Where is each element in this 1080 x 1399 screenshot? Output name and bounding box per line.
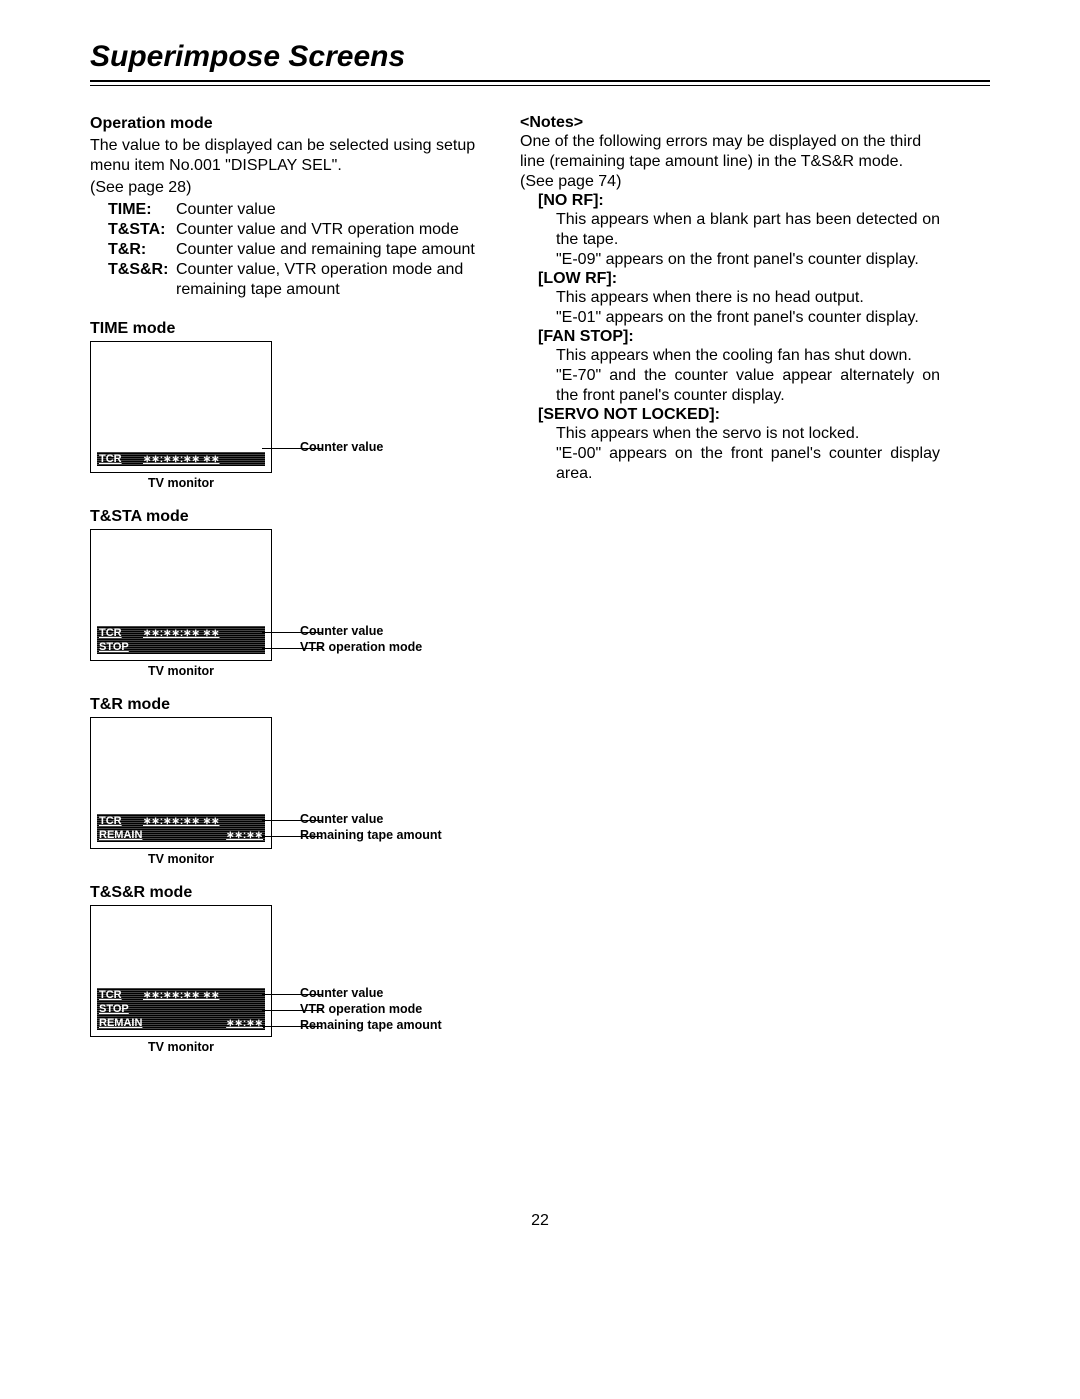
callouts: Counter value VTR operation mode [272,530,472,660]
callout-leader-line [262,994,322,995]
operation-mode-intro2: (See page 28) [90,178,490,198]
monitor-line-label: TCR [99,627,143,639]
tv-monitor-label: TV monitor [90,1040,272,1054]
tv-monitor-label: TV monitor [90,852,272,866]
definition-desc: Counter value [176,200,276,220]
monitor-line-label: REMAIN [99,829,151,841]
monitor-line-stop: STOP [97,1002,265,1016]
monitor-line-label: TCR [99,453,143,465]
error-heading: [NO RF]: [538,192,940,210]
definition-term: T&S&R: [108,260,176,300]
monitor-line-value: ∗∗:∗∗:∗∗ ∗∗ [143,990,219,1001]
callout-label: Remaining tape amount [300,1018,442,1032]
error-heading: [SERVO NOT LOCKED]: [538,406,940,424]
tv-monitor-diagram: TCR∗∗:∗∗:∗∗ ∗∗REMAIN∗∗:∗∗ [90,717,272,849]
error-body: This appears when the cooling fan has sh… [556,346,940,366]
callouts: Counter value [272,342,472,472]
mode-heading: T&R mode [90,696,490,714]
monitor-line-value: ∗∗:∗∗ [226,1018,263,1029]
monitor-line-remain: REMAIN ∗∗:∗∗ [97,828,265,842]
mode-heading: T&STA mode [90,508,490,526]
tv-monitor-diagram: TCR∗∗:∗∗:∗∗ ∗∗ STOP [90,529,272,661]
monitor-line-label: REMAIN [99,1017,151,1029]
monitor-line-value: ∗∗:∗∗:∗∗ ∗∗ [143,628,219,639]
title-rule [90,80,990,86]
definition-desc: Counter value, VTR operation mode and re… [176,260,490,300]
monitor-line-tcr: TCR∗∗:∗∗:∗∗ ∗∗ [97,452,265,466]
tv-monitor-label: TV monitor [90,664,272,678]
callout-label: Counter value [300,624,383,638]
tv-monitor-diagram: TCR∗∗:∗∗:∗∗ ∗∗ STOP REMAIN ∗∗:∗∗ [90,905,272,1037]
mode-heading: T&S&R mode [90,884,490,902]
monitor-wrap: TCR∗∗:∗∗:∗∗ ∗∗ STOP REMAIN ∗∗:∗∗ Counter va… [90,905,490,1054]
tv-monitor-diagram: TCR∗∗:∗∗:∗∗ ∗∗ [90,341,272,473]
callout-label: Counter value [300,986,383,1000]
definition-row: T&R:Counter value and remaining tape amo… [108,240,490,260]
monitor-line-remain: REMAIN ∗∗:∗∗ [97,1016,265,1030]
callout-leader-line [262,1026,322,1027]
monitor-line-stop: STOP [97,640,265,654]
error-heading: [FAN STOP]: [538,328,940,346]
notes-heading: <Notes> [520,114,940,132]
monitor-line-tcr: TCR∗∗:∗∗:∗∗ ∗∗ [97,626,265,640]
monitor-line-label: TCR [99,989,143,1001]
definition-row: T&S&R:Counter value, VTR operation mode … [108,260,490,300]
callout-label: VTR operation mode [300,640,422,654]
left-column: Operation mode The value to be displayed… [90,114,490,1072]
error-body: This appears when a blank part has been … [556,210,940,250]
callout-label: Remaining tape amount [300,828,442,842]
monitor-line-value: ∗∗:∗∗:∗∗ ∗∗ [143,454,219,465]
error-body: "E-01" appears on the front panel's coun… [556,308,940,328]
definition-row: T&STA:Counter value and VTR operation mo… [108,220,490,240]
mode-heading: TIME mode [90,320,490,338]
definition-term: TIME: [108,200,176,220]
definition-list: TIME:Counter valueT&STA:Counter value an… [108,200,490,300]
operation-mode-intro1: The value to be displayed can be selecte… [90,136,490,176]
monitor-line-label: TCR [99,815,143,827]
callout-leader-line [262,448,322,449]
page-title: Superimpose Screens [90,40,990,74]
definition-term: T&R: [108,240,176,260]
monitor-line-tcr: TCR∗∗:∗∗:∗∗ ∗∗ [97,988,265,1002]
monitor-line-tcr: TCR∗∗:∗∗:∗∗ ∗∗ [97,814,265,828]
error-body: "E-09" appears on the front panel's coun… [556,250,940,270]
page-number: 22 [90,1212,990,1230]
monitor-wrap: TCR∗∗:∗∗:∗∗ ∗∗ Counter value TV monitor [90,341,490,490]
callout-leader-line [262,836,322,837]
error-heading: [LOW RF]: [538,270,940,288]
callout-leader-line [262,632,322,633]
callout-leader-line [262,820,322,821]
callout-label: Counter value [300,440,383,454]
right-column: <Notes> One of the following errors may … [520,114,940,1072]
monitor-wrap: TCR∗∗:∗∗:∗∗ ∗∗ STOP Counter value VTR oper… [90,529,490,678]
notes-intro: One of the following errors may be displ… [520,132,940,192]
tv-monitor-label: TV monitor [90,476,272,490]
callout-leader-line [262,1010,322,1011]
monitor-line-label: STOP [99,1003,143,1015]
error-body: "E-70" and the counter value appear alte… [556,366,940,406]
definition-desc: Counter value and remaining tape amount [176,240,475,260]
callout-label: Counter value [300,812,383,826]
callouts: Counter value Remaining tape amount [272,718,472,848]
error-body: This appears when the servo is not locke… [556,424,940,444]
definition-desc: Counter value and VTR operation mode [176,220,459,240]
error-body: This appears when there is no head outpu… [556,288,940,308]
callout-label: VTR operation mode [300,1002,422,1016]
callouts: Counter value VTR operation mode Remaining… [272,906,472,1036]
definition-row: TIME:Counter value [108,200,490,220]
definition-term: T&STA: [108,220,176,240]
callout-leader-line [262,648,322,649]
operation-mode-heading: Operation mode [90,114,490,134]
error-body: "E-00" appears on the front panel's coun… [556,444,940,484]
monitor-line-label: STOP [99,641,143,653]
monitor-wrap: TCR∗∗:∗∗:∗∗ ∗∗REMAIN∗∗:∗∗Counter valueRe… [90,717,490,866]
monitor-line-value: ∗∗:∗∗ [226,830,263,841]
monitor-line-value: ∗∗:∗∗:∗∗ ∗∗ [143,816,219,827]
